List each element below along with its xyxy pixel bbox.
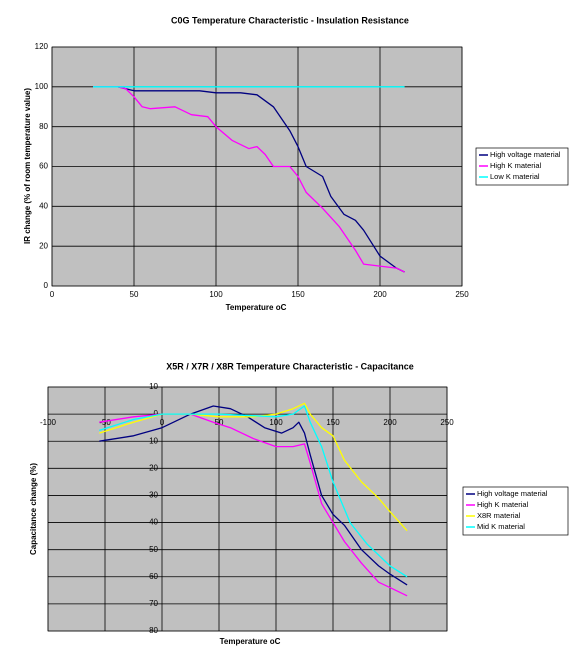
y-tick-label: 100 (35, 82, 49, 91)
y-tick-label: 0 (44, 281, 49, 290)
x-tick-label: 0 (160, 418, 165, 427)
x-tick-label: 50 (215, 418, 224, 427)
series-line (99, 405, 408, 586)
legend-label: X8R material (477, 511, 521, 520)
series-line (117, 86, 405, 273)
x-tick-label: 100 (209, 290, 223, 299)
x-tick-label: 200 (383, 418, 397, 427)
y-tick-label: 80 (149, 626, 158, 635)
y-tick-label: 70 (149, 599, 158, 608)
x-tick-label: 250 (455, 290, 469, 299)
x-tick-label: -100 (40, 418, 57, 427)
x-tick-label: 200 (373, 290, 387, 299)
y-tick-label: 20 (39, 241, 48, 250)
legend-label: High K material (490, 161, 542, 170)
x-axis-label: Temperature oC (226, 303, 287, 312)
y-tick-label: 20 (149, 463, 158, 472)
y-tick-label: 40 (149, 518, 158, 527)
y-tick-label: 50 (149, 545, 158, 554)
series-line (93, 86, 405, 273)
x-axis-label: Temperature oC (220, 637, 281, 646)
y-tick-label: 0 (154, 409, 159, 418)
y-tick-label: 120 (35, 42, 49, 51)
y-tick-label: 60 (149, 572, 158, 581)
y-axis-label: IR change (% of room temperature value) (23, 88, 32, 244)
legend-box (475, 147, 569, 186)
chart-title: X5R / X7R / X8R Temperature Characterist… (166, 361, 413, 371)
y-tick-label: 80 (39, 122, 48, 131)
y-tick-label: 30 (149, 491, 158, 500)
y-tick-label: 60 (39, 162, 48, 171)
x-tick-label: 100 (269, 418, 283, 427)
chart: X5R / X7R / X8R Temperature Characterist… (29, 361, 569, 646)
legend-box (462, 486, 569, 536)
legend-label: High voltage material (477, 489, 548, 498)
x-tick-label: 150 (326, 418, 340, 427)
legend-label: High voltage material (490, 150, 561, 159)
y-tick-label: 10 (149, 382, 158, 391)
x-tick-label: 50 (130, 290, 139, 299)
legend-label: Low K material (490, 172, 540, 181)
y-tick-label: 10 (149, 436, 158, 445)
legend-label: Mid K material (477, 522, 525, 531)
chart-title: C0G Temperature Characteristic - Insulat… (171, 15, 409, 25)
x-tick-label: -50 (99, 418, 111, 427)
legend-label: High K material (477, 500, 529, 509)
x-tick-label: 250 (440, 418, 454, 427)
y-tick-label: 40 (39, 201, 48, 210)
x-tick-label: 0 (50, 290, 55, 299)
x-tick-label: 150 (291, 290, 305, 299)
chart: C0G Temperature Characteristic - Insulat… (23, 15, 569, 312)
series-line (99, 405, 408, 578)
y-axis-label: Capacitance change (%) (29, 463, 38, 555)
